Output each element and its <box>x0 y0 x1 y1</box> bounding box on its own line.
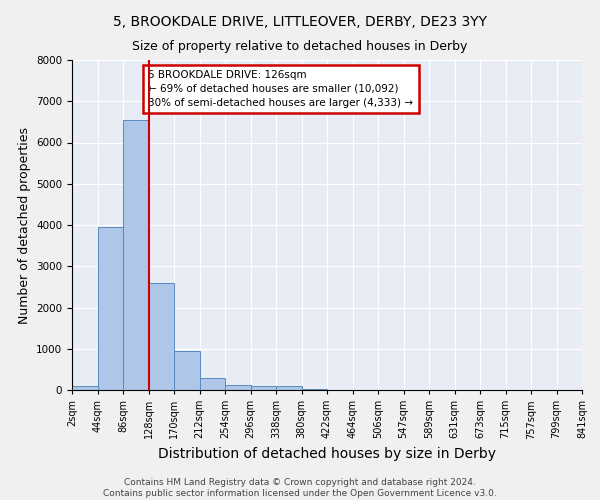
Bar <box>123 120 149 390</box>
Bar <box>276 386 302 390</box>
X-axis label: Distribution of detached houses by size in Derby: Distribution of detached houses by size … <box>158 447 496 461</box>
Bar <box>174 351 199 390</box>
Bar <box>199 378 225 390</box>
Text: 5 BROOKDALE DRIVE: 126sqm
← 69% of detached houses are smaller (10,092)
30% of s: 5 BROOKDALE DRIVE: 126sqm ← 69% of detac… <box>149 70 413 108</box>
Text: Contains HM Land Registry data © Crown copyright and database right 2024.
Contai: Contains HM Land Registry data © Crown c… <box>103 478 497 498</box>
Y-axis label: Number of detached properties: Number of detached properties <box>17 126 31 324</box>
Bar <box>251 386 276 390</box>
Text: 5, BROOKDALE DRIVE, LITTLEOVER, DERBY, DE23 3YY: 5, BROOKDALE DRIVE, LITTLEOVER, DERBY, D… <box>113 15 487 29</box>
Bar <box>149 283 174 390</box>
Bar <box>72 386 97 390</box>
Bar <box>97 227 123 390</box>
Bar <box>302 389 327 390</box>
Text: Size of property relative to detached houses in Derby: Size of property relative to detached ho… <box>133 40 467 53</box>
Bar <box>225 384 251 390</box>
